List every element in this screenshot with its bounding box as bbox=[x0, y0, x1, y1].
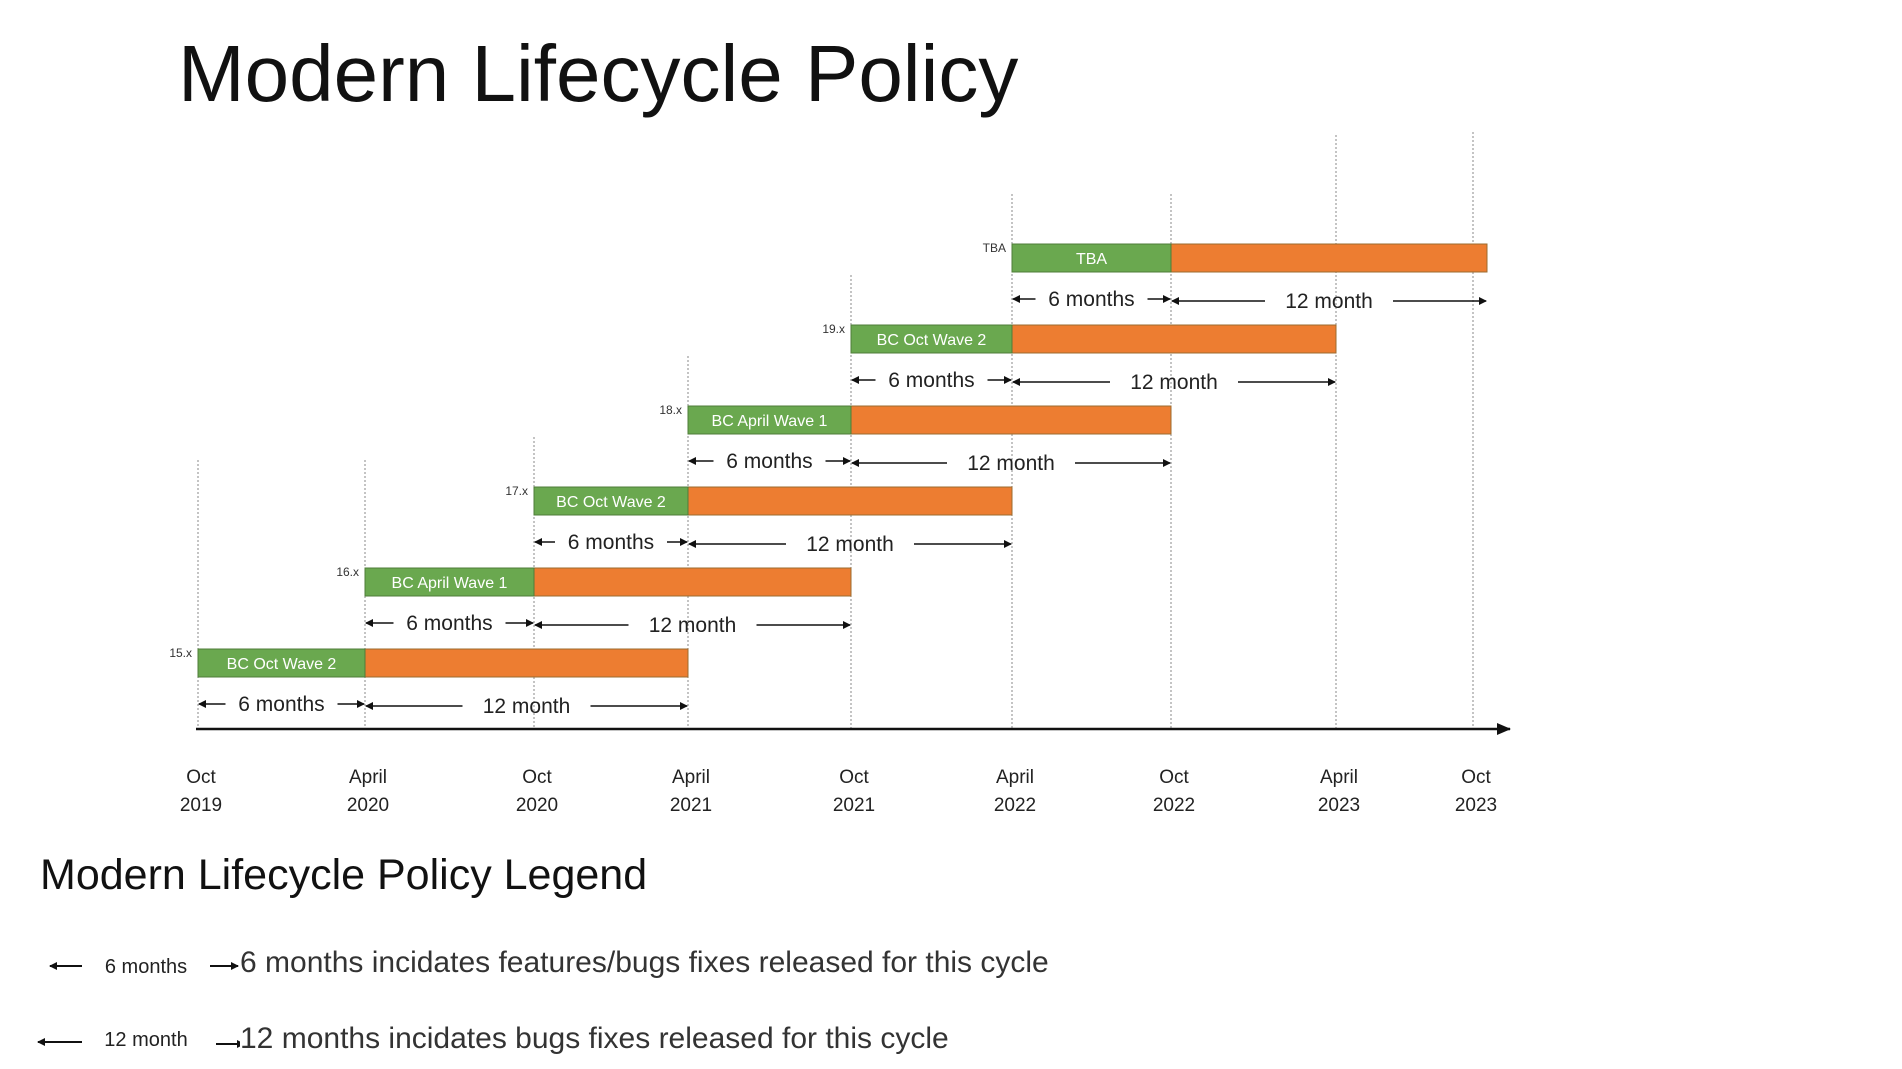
span-label: 6 months bbox=[406, 612, 492, 635]
twelve-month-span-icon: 12 month bbox=[37, 1029, 240, 1051]
tick-label-year: 2023 bbox=[1318, 795, 1360, 816]
feature-phase-bar bbox=[197, 648, 366, 678]
release-bar-label: BC Oct Wave 2 bbox=[556, 494, 666, 511]
bugfix-phase-bar bbox=[1170, 243, 1488, 273]
release-version-label: 18.x bbox=[659, 403, 682, 417]
release-version-label: 15.x bbox=[169, 646, 192, 660]
legend-title: Modern Lifecycle Policy Legend bbox=[40, 851, 648, 899]
span-label: 6 months bbox=[888, 369, 974, 392]
tick-label-month: Oct bbox=[839, 767, 869, 788]
release-version-label: TBA bbox=[983, 241, 1006, 255]
legend-marker-label: 6 months bbox=[105, 956, 187, 978]
tick-label-month: April bbox=[1320, 767, 1358, 788]
feature-phase-bar bbox=[364, 567, 535, 597]
bugfix-phase-bar bbox=[850, 405, 1172, 435]
feature-span: 6 months bbox=[365, 612, 534, 635]
bugfix-span: 12 month bbox=[365, 695, 688, 718]
feature-phase-bar bbox=[850, 324, 1013, 354]
release-bar: BC April Wave 1 16.x bbox=[336, 565, 852, 597]
span-label: 12 month bbox=[649, 614, 737, 637]
span-label: 12 month bbox=[806, 533, 894, 556]
bugfix-phase-bar bbox=[687, 486, 1013, 516]
release-bar: BC Oct Wave 2 19.x bbox=[822, 322, 1337, 354]
tick-label-year: 2022 bbox=[994, 795, 1036, 816]
bugfix-phase-bar bbox=[533, 567, 852, 597]
span-label: 12 month bbox=[1130, 371, 1218, 394]
release-version-label: 17.x bbox=[505, 484, 528, 498]
bugfix-span: 12 month bbox=[688, 533, 1012, 556]
tick-label-month: April bbox=[996, 767, 1034, 788]
tick-label-year: 2023 bbox=[1455, 795, 1497, 816]
span-label: 6 months bbox=[568, 531, 654, 554]
tick-label-month: April bbox=[349, 767, 387, 788]
release-bar-label: BC Oct Wave 2 bbox=[877, 332, 987, 349]
release-bar-label: BC April Wave 1 bbox=[712, 413, 828, 430]
span-label: 12 month bbox=[1285, 290, 1373, 313]
feature-phase-bar bbox=[1011, 243, 1172, 273]
release-bar: TBA TBA bbox=[983, 241, 1488, 273]
tick-label-year: 2021 bbox=[833, 795, 875, 816]
feature-span: 6 months bbox=[688, 450, 851, 473]
legend-description: 12 months incidates bugs fixes released … bbox=[240, 1022, 949, 1055]
tick-label-month: Oct bbox=[1461, 767, 1491, 788]
release-version-label: 19.x bbox=[822, 322, 845, 336]
tick-label-year: 2020 bbox=[516, 795, 558, 816]
span-label: 6 months bbox=[238, 693, 324, 716]
feature-phase-bar bbox=[687, 405, 852, 435]
release-version-label: 16.x bbox=[336, 565, 359, 579]
feature-span: 6 months bbox=[851, 369, 1012, 392]
feature-span: 6 months bbox=[198, 693, 365, 716]
feature-span: 6 months bbox=[534, 531, 688, 554]
tick-label-year: 2022 bbox=[1153, 795, 1195, 816]
legend-item-bugfix-cycle: 12 month 12 months incidates bugs fixes … bbox=[30, 1016, 1130, 1066]
release-bar: BC April Wave 1 18.x bbox=[659, 403, 1172, 435]
legend-description: 6 months incidates features/bugs fixes r… bbox=[240, 946, 1049, 979]
bugfix-phase-bar bbox=[1011, 324, 1337, 354]
tick-label-month: Oct bbox=[186, 767, 216, 788]
tick-label-year: 2019 bbox=[180, 795, 222, 816]
tick-label-year: 2020 bbox=[347, 795, 389, 816]
release-bar-label: BC April Wave 1 bbox=[392, 575, 508, 592]
release-bar-label: BC Oct Wave 2 bbox=[227, 656, 337, 673]
tick-label-month: Oct bbox=[522, 767, 552, 788]
legend-marker-label: 12 month bbox=[104, 1029, 187, 1051]
bugfix-span: 12 month bbox=[1012, 371, 1336, 394]
legend-item-feature-cycle: 6 months 6 months incidates features/bug… bbox=[30, 940, 1130, 990]
span-label: 6 months bbox=[1048, 288, 1134, 311]
release-bar: BC Oct Wave 2 17.x bbox=[505, 484, 1013, 516]
tick-label-month: Oct bbox=[1159, 767, 1189, 788]
six-months-span-icon: 6 months bbox=[49, 956, 239, 978]
bugfix-span: 12 month bbox=[851, 452, 1171, 475]
bugfix-span: 12 month bbox=[1171, 290, 1487, 313]
bugfix-phase-bar bbox=[364, 648, 689, 678]
feature-span: 6 months bbox=[1012, 288, 1171, 311]
lifecycle-timeline-chart: BC Oct Wave 2 15.x BC April Wave 1 16.x BC O… bbox=[169, 132, 1511, 816]
bugfix-span: 12 month bbox=[534, 614, 851, 637]
span-label: 12 month bbox=[967, 452, 1055, 475]
tick-label-month: April bbox=[672, 767, 710, 788]
page-title: Modern Lifecycle Policy bbox=[178, 29, 1019, 118]
span-label: 6 months bbox=[726, 450, 812, 473]
feature-phase-bar bbox=[533, 486, 689, 516]
release-bar-label: TBA bbox=[1076, 251, 1107, 268]
tick-label-year: 2021 bbox=[670, 795, 712, 816]
release-bar: BC Oct Wave 2 15.x bbox=[169, 646, 689, 678]
span-label: 12 month bbox=[483, 695, 571, 718]
